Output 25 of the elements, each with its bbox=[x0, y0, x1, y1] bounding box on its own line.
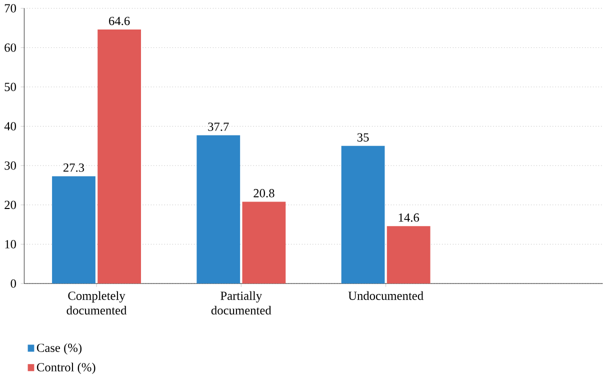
y-tick-label: 20 bbox=[4, 200, 16, 210]
data-label: 37.7 bbox=[208, 122, 229, 132]
x-tick-label: Completely documented bbox=[66, 291, 127, 315]
bar bbox=[98, 30, 141, 284]
bar bbox=[386, 226, 430, 284]
data-label: 20.8 bbox=[254, 189, 274, 198]
x-tick-label: Partially documented bbox=[211, 291, 272, 315]
bar bbox=[242, 202, 286, 284]
x-tick-label: Undocumented bbox=[348, 291, 424, 300]
bar bbox=[341, 146, 385, 284]
legend-label: Case (%) bbox=[36, 343, 82, 355]
y-tick-label: 40 bbox=[4, 122, 16, 131]
legend-label: Control (%) bbox=[36, 362, 96, 374]
y-tick-label: 0 bbox=[10, 280, 16, 288]
data-label: 64.6 bbox=[109, 17, 130, 26]
bar bbox=[196, 135, 240, 284]
y-tick-label: 50 bbox=[4, 82, 16, 92]
data-label: 27.3 bbox=[63, 164, 84, 172]
data-label: 35 bbox=[357, 133, 369, 142]
y-tick-label: 10 bbox=[5, 240, 16, 249]
data-label: 14.6 bbox=[398, 214, 420, 222]
y-tick-label: 70 bbox=[4, 4, 16, 13]
y-tick-label: 30 bbox=[4, 162, 16, 170]
y-tick-label: 60 bbox=[4, 44, 16, 52]
bar bbox=[52, 176, 96, 284]
